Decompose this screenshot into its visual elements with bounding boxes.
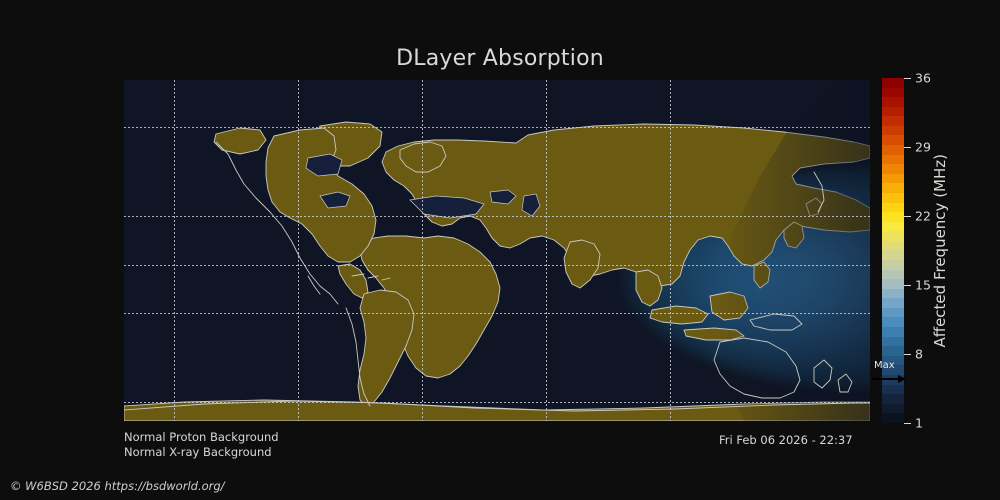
colorbar-band [882, 288, 904, 299]
colorbar-band [882, 279, 904, 289]
colorbar-tick-label: 22 [915, 208, 931, 224]
colorbar-band [882, 403, 904, 414]
colorbar-tick-mark [904, 423, 911, 424]
credit-text: © W6BSD 2026 https://bsdworld.org/ [10, 479, 225, 493]
colorbar-band [882, 164, 904, 174]
max-arrow-icon [872, 375, 906, 383]
colorbar-band [882, 154, 904, 165]
land-night [713, 313, 853, 399]
colorbar-tick-label: 15 [915, 277, 931, 293]
colorbar-ticks: 36 29 22 15 8 1 [904, 71, 964, 431]
colorbar-band [882, 183, 904, 193]
colorbar-tick-mark [904, 216, 911, 217]
colorbar-band [882, 298, 904, 308]
colorbar-band [882, 145, 904, 155]
colorbar-tick-mark [904, 285, 911, 286]
colorbar-band [882, 384, 904, 395]
colorbar-band [882, 346, 904, 356]
colorbar-band [882, 116, 904, 126]
colorbar-band [882, 355, 904, 366]
page-title: DLayer Absorption [396, 46, 604, 71]
world-map[interactable] [124, 80, 870, 421]
colorbar-band [882, 97, 904, 107]
max-marker: Max [872, 361, 912, 385]
colorbar-tick-label: 29 [915, 139, 931, 155]
colorbar-band [882, 259, 904, 270]
colorbar-tick-mark [904, 354, 911, 355]
colorbar-gradient[interactable] [882, 78, 904, 423]
colorbar-band [882, 135, 904, 146]
colorbar-tick-label: 8 [915, 346, 923, 362]
colorbar-title: Affected Frequency (MHz) [928, 78, 952, 423]
colorbar-title-label: Affected Frequency (MHz) [931, 153, 949, 348]
colorbar-tick-mark [904, 78, 911, 79]
colorbar-band [882, 365, 904, 375]
colorbar-band [882, 307, 904, 318]
colorbar-band [882, 317, 904, 328]
colorbar-band [882, 192, 904, 203]
colorbar-band [882, 327, 904, 337]
colorbar-band [882, 336, 904, 347]
proton-status-text: Normal Proton Background [124, 430, 279, 444]
colorbar-tick-label: 1 [915, 415, 923, 431]
xray-status-text: Normal X-ray Background [124, 445, 272, 459]
max-marker-label: Max [874, 360, 895, 371]
colorbar-band [882, 212, 904, 222]
terminator-night-shading [716, 80, 870, 421]
colorbar-band [882, 202, 904, 213]
colorbar-band [882, 87, 904, 98]
colorbar-band [882, 106, 904, 117]
colorbar-band [882, 240, 904, 251]
colorbar-band [882, 269, 904, 280]
colorbar-band [882, 221, 904, 232]
colorbar-band [882, 231, 904, 241]
colorbar-band [882, 394, 904, 404]
colorbar-tick-label: 36 [915, 70, 931, 86]
inland-waters [305, 153, 541, 219]
map-canvas [124, 80, 870, 421]
colorbar-band [882, 413, 904, 423]
colorbar-band [882, 250, 904, 260]
land-daylit [124, 121, 870, 421]
colorbar-band [882, 78, 904, 88]
colorbar-band [882, 173, 904, 184]
colorbar-tick-mark [904, 147, 911, 148]
colorbar-band [882, 125, 904, 136]
timestamp-text: Fri Feb 06 2026 - 22:37 [719, 433, 853, 447]
